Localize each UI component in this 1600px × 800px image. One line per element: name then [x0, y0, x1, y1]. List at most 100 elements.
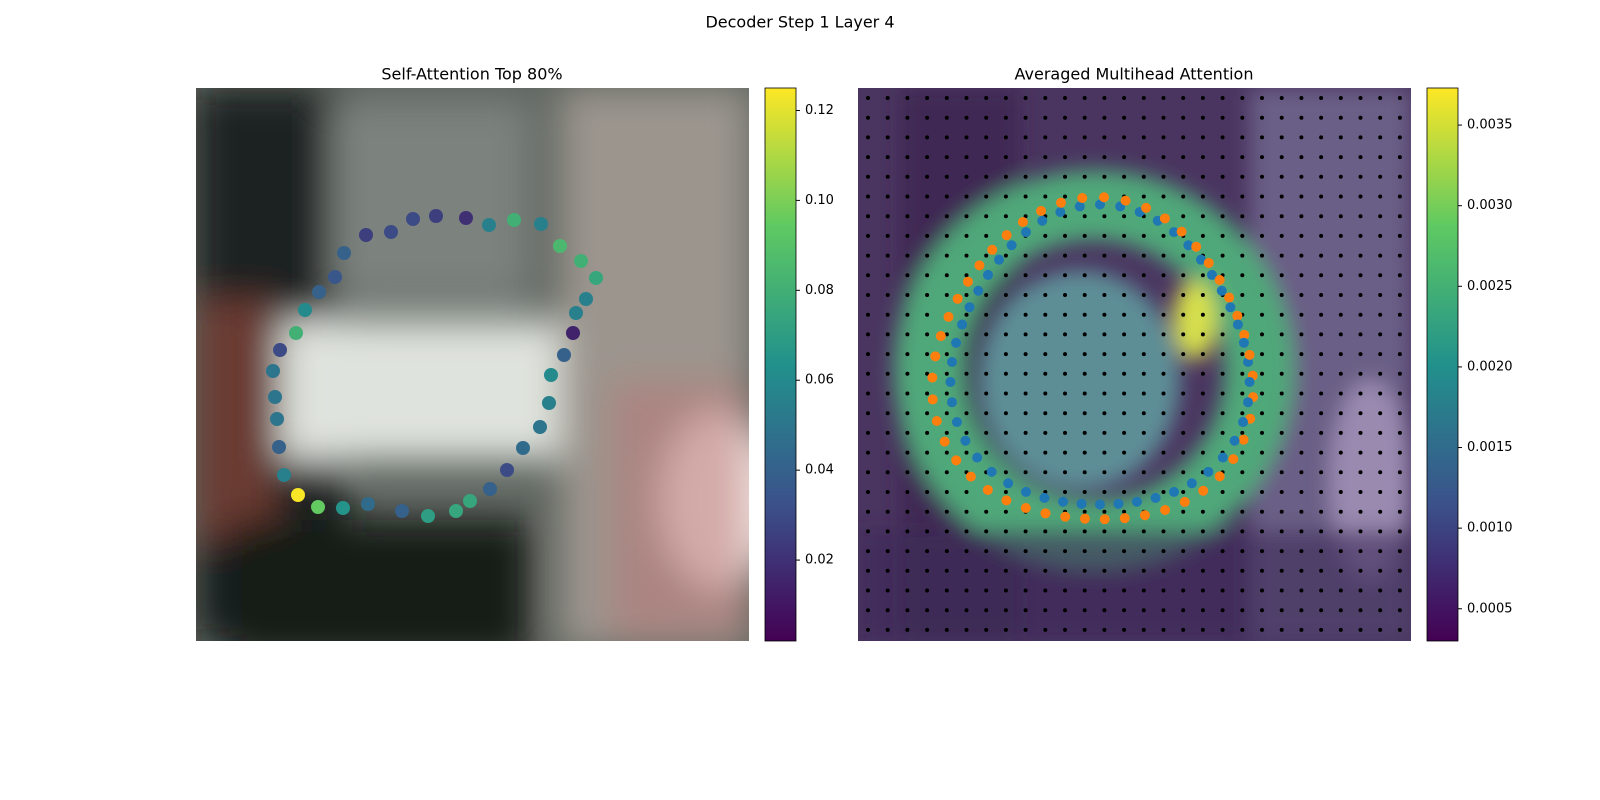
grid-dot — [866, 529, 870, 533]
grid-dot — [1083, 411, 1087, 415]
grid-dot — [1043, 589, 1047, 593]
predicted-point — [1120, 513, 1130, 523]
grid-dot — [1398, 470, 1402, 474]
grid-dot — [984, 175, 988, 179]
grid-dot — [1102, 234, 1106, 238]
grid-dot — [1260, 313, 1264, 317]
grid-dot — [1398, 175, 1402, 179]
grid-dot — [1280, 332, 1284, 336]
grid-dot — [1201, 372, 1205, 376]
grid-dot — [1299, 628, 1303, 632]
grid-dot — [1063, 96, 1067, 100]
grid-dot — [1102, 589, 1106, 593]
grid-dot — [1083, 569, 1087, 573]
grid-dot — [1142, 628, 1146, 632]
reference-point — [973, 286, 983, 296]
attention-point — [336, 501, 350, 515]
grid-dot — [1378, 569, 1382, 573]
grid-dot — [965, 431, 969, 435]
grid-dot — [945, 293, 949, 297]
predicted-point — [1232, 311, 1242, 321]
grid-dot — [925, 116, 929, 120]
colorbar-tick-label: 0.0030 — [1467, 198, 1513, 213]
figure-title: Decoder Step 1 Layer 4 — [705, 13, 894, 32]
grid-dot — [1319, 569, 1323, 573]
grid-dot — [945, 451, 949, 455]
grid-dot — [1024, 254, 1028, 258]
grid-dot — [1004, 451, 1008, 455]
grid-dot — [1398, 549, 1402, 553]
grid-dot — [925, 490, 929, 494]
grid-dot — [1201, 332, 1205, 336]
grid-dot — [1142, 116, 1146, 120]
grid-dot — [1043, 470, 1047, 474]
attention-point — [266, 364, 280, 378]
grid-dot — [1280, 96, 1284, 100]
grid-dot — [1280, 293, 1284, 297]
grid-dot — [1260, 293, 1264, 297]
panel-title: Self-Attention Top 80% — [381, 65, 562, 84]
grid-dot — [984, 135, 988, 139]
grid-dot — [925, 411, 929, 415]
grid-dot — [1142, 589, 1146, 593]
grid-dot — [1162, 293, 1166, 297]
grid-dot — [1280, 411, 1284, 415]
attention-point — [542, 396, 556, 410]
grid-dot — [965, 372, 969, 376]
grid-dot — [1083, 234, 1087, 238]
grid-dot — [886, 313, 890, 317]
predicted-point — [1245, 350, 1255, 360]
grid-dot — [1142, 293, 1146, 297]
grid-dot — [984, 96, 988, 100]
grid-dot — [1063, 254, 1067, 258]
predicted-point — [1121, 196, 1131, 206]
reference-point — [1132, 497, 1142, 507]
grid-dot — [1024, 392, 1028, 396]
grid-dot — [1201, 589, 1205, 593]
grid-dot — [1319, 254, 1323, 258]
predicted-point — [1180, 497, 1190, 507]
grid-dot — [1221, 352, 1225, 356]
grid-dot — [886, 234, 890, 238]
grid-dot — [886, 451, 890, 455]
grid-dot — [1398, 510, 1402, 514]
grid-dot — [1043, 254, 1047, 258]
grid-dot — [965, 293, 969, 297]
predicted-point — [1099, 192, 1109, 202]
grid-dot — [1004, 293, 1008, 297]
grid-dot — [1201, 529, 1205, 533]
grid-dot — [1378, 254, 1382, 258]
grid-dot — [965, 214, 969, 218]
grid-dot — [1043, 293, 1047, 297]
grid-dot — [1280, 431, 1284, 435]
grid-dot — [1359, 589, 1363, 593]
grid-dot — [1142, 411, 1146, 415]
grid-dot — [886, 392, 890, 396]
grid-dot — [1398, 392, 1402, 396]
grid-dot — [1260, 135, 1264, 139]
grid-dot — [1339, 175, 1343, 179]
grid-dot — [945, 254, 949, 258]
grid-dot — [1181, 608, 1185, 612]
grid-dot — [1319, 352, 1323, 356]
grid-dot — [984, 569, 988, 573]
grid-dot — [1162, 352, 1166, 356]
grid-dot — [1102, 273, 1106, 277]
grid-dot — [1260, 392, 1264, 396]
predicted-point — [1021, 503, 1031, 513]
grid-dot — [866, 589, 870, 593]
attention-point — [328, 270, 342, 284]
grid-dot — [1378, 608, 1382, 612]
grid-dot — [1280, 352, 1284, 356]
grid-dot — [1240, 214, 1244, 218]
grid-dot — [1102, 135, 1106, 139]
grid-dot — [1280, 451, 1284, 455]
grid-dot — [1398, 628, 1402, 632]
grid-dot — [1260, 273, 1264, 277]
grid-dot — [1102, 529, 1106, 533]
grid-dot — [1142, 529, 1146, 533]
attention-point — [359, 228, 373, 242]
grid-dot — [984, 293, 988, 297]
grid-dot — [1063, 352, 1067, 356]
grid-dot — [1004, 273, 1008, 277]
